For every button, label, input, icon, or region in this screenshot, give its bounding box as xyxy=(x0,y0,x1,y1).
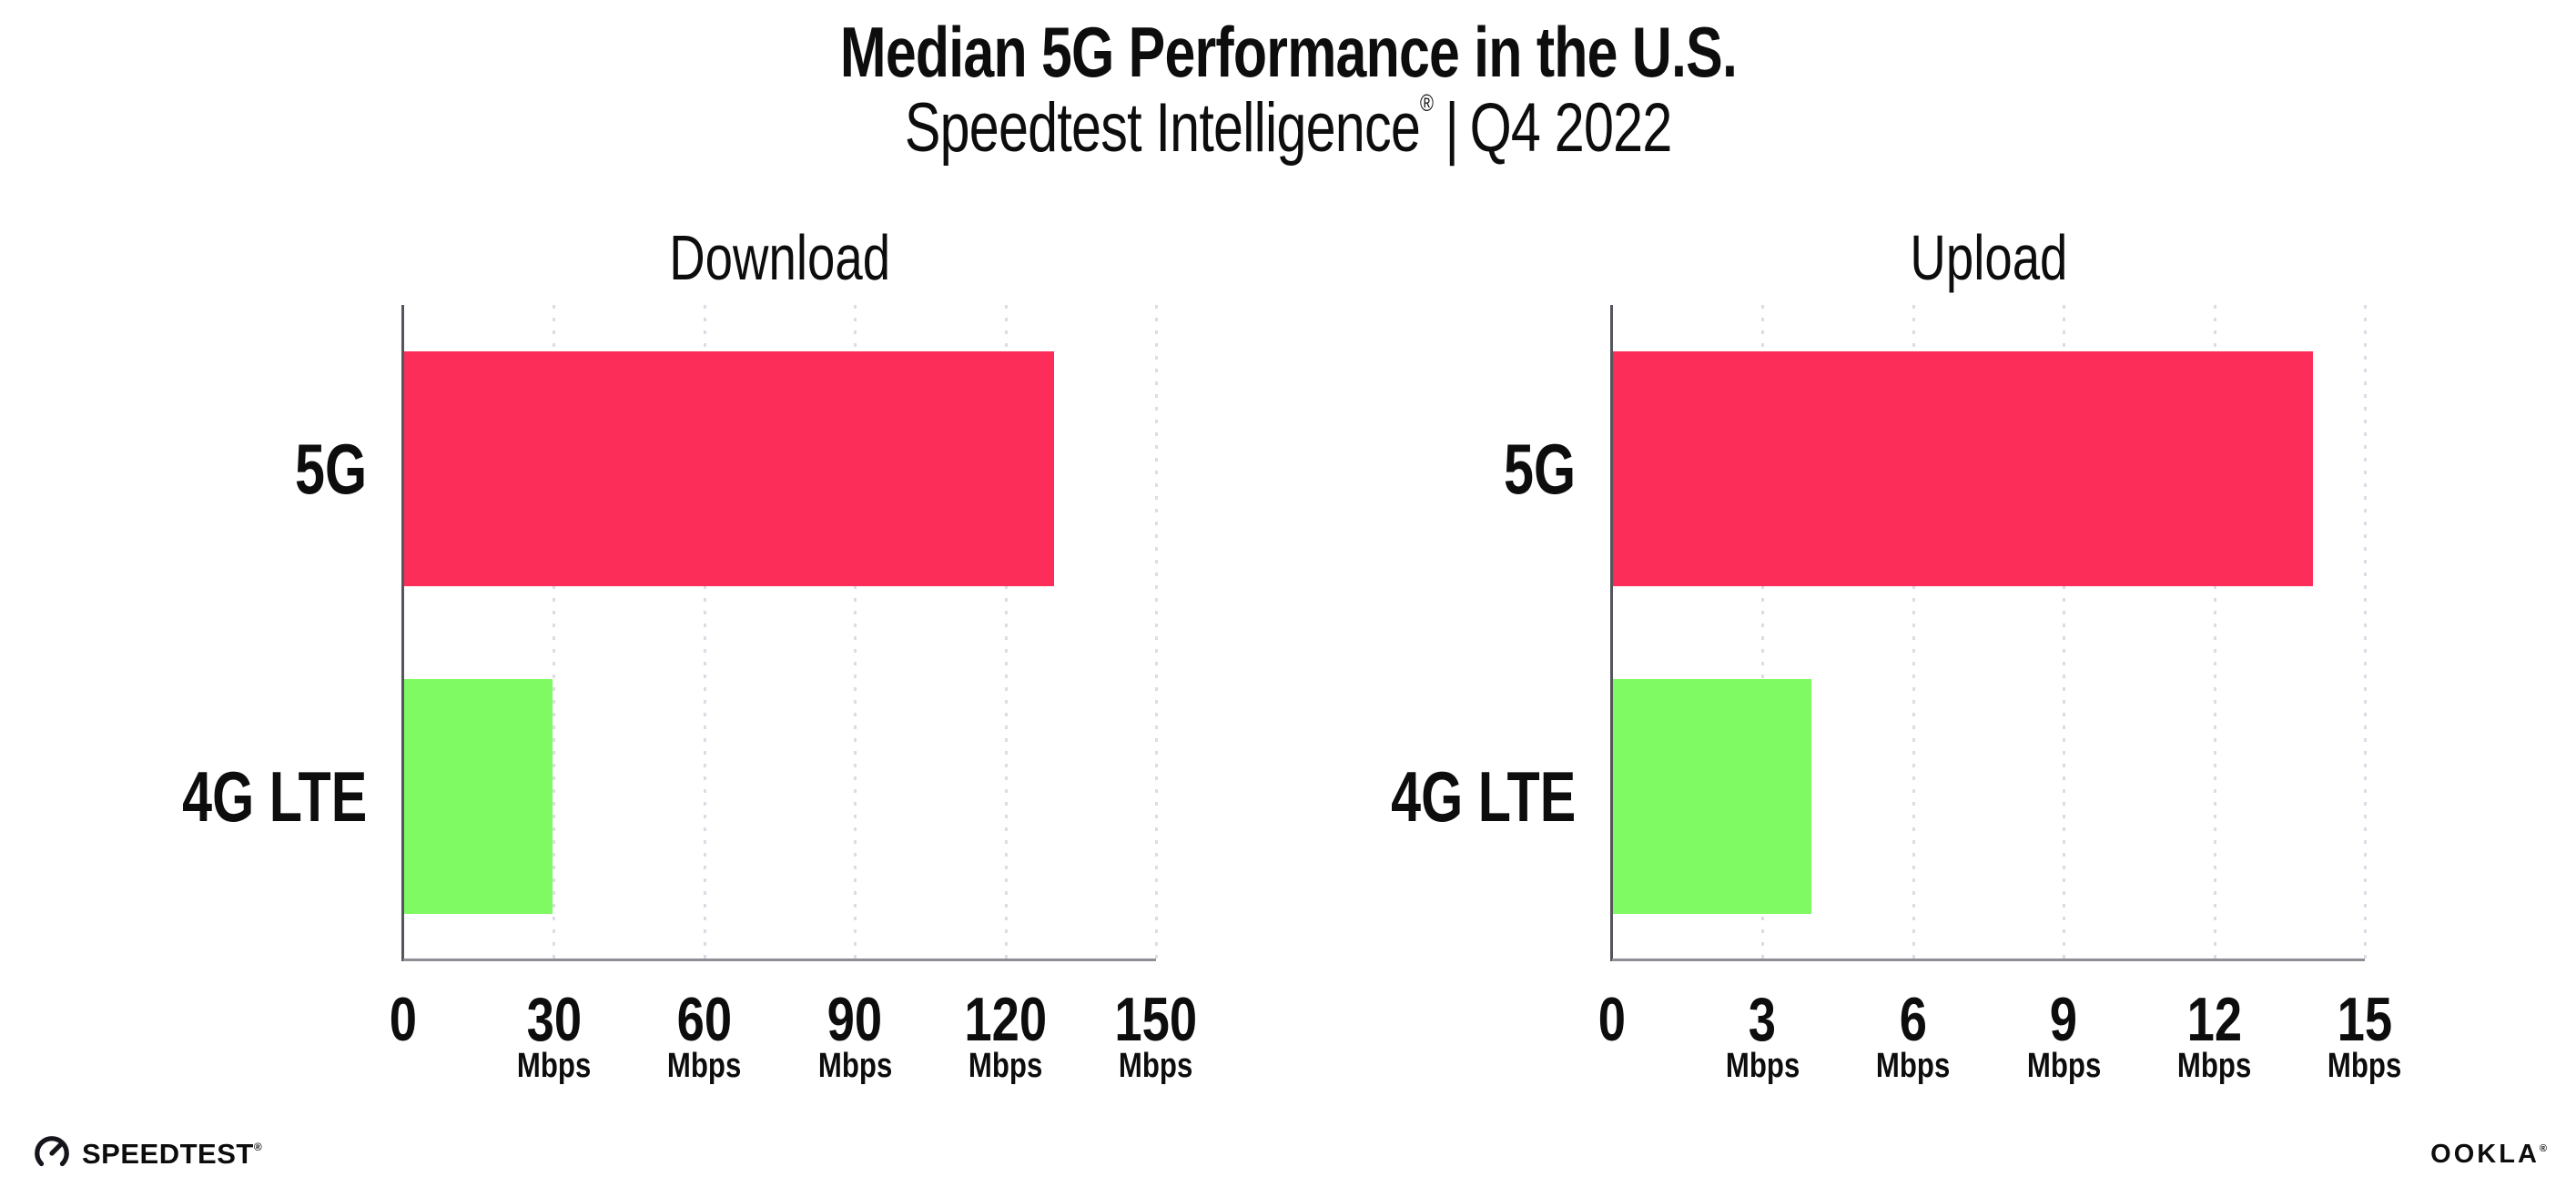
registered-trademark-icon: ® xyxy=(1419,89,1434,117)
page-title: Median 5G Performance in the U.S. xyxy=(0,16,2576,87)
x-tick-label-text: 120 xyxy=(964,985,1047,1054)
category-label-4g-lte-text: 4G LTE xyxy=(181,756,367,837)
y-axis xyxy=(401,305,404,961)
x-tick-unit-label: Mbps xyxy=(906,1049,1106,1083)
bar-5g xyxy=(403,351,1055,586)
category-label-4g-lte: 4G LTE xyxy=(1193,679,1576,914)
gridline xyxy=(2364,305,2367,959)
x-tick-label: 90 xyxy=(755,989,955,1050)
ookla-logo: OOKLA® xyxy=(2430,1141,2547,1168)
x-tick-unit-label: Mbps xyxy=(2265,1049,2465,1083)
y-axis xyxy=(1610,305,1613,961)
x-axis xyxy=(403,959,1156,961)
x-tick-unit-label-text: Mbps xyxy=(968,1047,1043,1085)
speedtest-gauge-icon xyxy=(35,1136,69,1171)
x-tick-unit-label: Mbps xyxy=(604,1049,805,1083)
x-tick-unit-label-text: Mbps xyxy=(2026,1047,2101,1085)
x-axis xyxy=(1612,959,2365,961)
x-tick-unit-label: Mbps xyxy=(2115,1049,2315,1083)
x-tick-label: 3 xyxy=(1662,989,1862,1050)
gridline xyxy=(703,305,706,959)
x-tick-label-text: 90 xyxy=(827,985,883,1054)
x-tick-unit-label-text: Mbps xyxy=(817,1047,892,1085)
x-tick-label-text: 30 xyxy=(526,985,582,1054)
x-tick-label-text: 6 xyxy=(1899,985,1927,1054)
gridline xyxy=(1912,305,1915,959)
x-tick-label: 15 xyxy=(2265,989,2465,1050)
x-tick-unit-label-text: Mbps xyxy=(667,1047,742,1085)
ookla-trademark-icon: ® xyxy=(2539,1143,2547,1154)
speedtest-wordmark-text: SPEEDTEST xyxy=(82,1137,254,1170)
gridline xyxy=(2063,305,2066,959)
x-tick-label: 9 xyxy=(1963,989,2164,1050)
x-tick-label: 30 xyxy=(453,989,654,1050)
category-label-4g-lte: 4G LTE xyxy=(0,679,367,914)
x-tick-label: 150 xyxy=(1056,989,1256,1050)
ookla-wordmark-text: OOKLA xyxy=(2430,1140,2540,1169)
x-tick-label-text: 15 xyxy=(2337,985,2393,1054)
download-chart-title: Download xyxy=(403,226,1156,289)
x-tick-label-text: 9 xyxy=(2050,985,2078,1054)
category-label-5g-text: 5G xyxy=(294,429,367,509)
x-tick-label: 0 xyxy=(1512,989,1712,1050)
x-tick-unit-label: Mbps xyxy=(1056,1049,1256,1083)
gridline xyxy=(2213,305,2216,959)
page-title-text: Median 5G Performance in the U.S. xyxy=(839,12,1737,92)
x-tick-unit-label-text: Mbps xyxy=(2176,1047,2252,1085)
speedtest-trademark-icon: ® xyxy=(253,1140,263,1153)
x-tick-unit-label: Mbps xyxy=(453,1049,654,1083)
x-tick-unit-label-text: Mbps xyxy=(2328,1047,2402,1085)
x-tick-unit-label-text: Mbps xyxy=(1119,1047,1193,1085)
bar-4g-lte xyxy=(1612,679,1812,914)
subtitle-period: Q4 2022 xyxy=(1469,89,1672,167)
x-tick-label-text: 3 xyxy=(1749,985,1777,1054)
page-subtitle-text: Speedtest Intelligence® | Q4 2022 xyxy=(905,91,1672,163)
x-tick-label-text: 0 xyxy=(1597,985,1627,1054)
x-tick-label: 12 xyxy=(2115,989,2315,1050)
x-tick-unit-label: Mbps xyxy=(755,1049,955,1083)
category-label-5g: 5G xyxy=(1193,351,1576,586)
x-tick-label-text: 60 xyxy=(676,985,733,1054)
bar-4g-lte xyxy=(403,679,553,914)
x-tick-unit-label: Mbps xyxy=(1963,1049,2164,1083)
x-tick-label-text: 0 xyxy=(389,985,418,1054)
x-tick-unit-label: Mbps xyxy=(1813,1049,2013,1083)
gridline xyxy=(854,305,857,959)
x-tick-label: 6 xyxy=(1813,989,2013,1050)
subtitle-separator: | xyxy=(1445,89,1458,167)
gridline xyxy=(1004,305,1008,959)
category-label-5g: 5G xyxy=(0,351,367,586)
subtitle-brand: Speedtest Intelligence xyxy=(904,89,1421,167)
category-label-5g-text: 5G xyxy=(1503,429,1576,509)
upload-chart-title-text: Upload xyxy=(1909,222,2068,293)
speedtest-logo: SPEEDTEST® xyxy=(33,1134,262,1172)
x-tick-label-text: 150 xyxy=(1114,985,1198,1054)
x-tick-unit-label-text: Mbps xyxy=(1876,1047,1951,1085)
speedtest-wordmark: SPEEDTEST® xyxy=(82,1140,262,1168)
upload-chart-title: Upload xyxy=(1612,226,2365,289)
category-label-4g-lte-text: 4G LTE xyxy=(1390,756,1576,837)
x-tick-label: 0 xyxy=(303,989,503,1050)
download-chart-title-text: Download xyxy=(669,222,890,293)
page-subtitle: Speedtest Intelligence® | Q4 2022 xyxy=(0,91,2576,163)
x-tick-label: 120 xyxy=(906,989,1106,1050)
gridline xyxy=(1761,305,1765,959)
x-tick-label: 60 xyxy=(604,989,805,1050)
bar-5g xyxy=(1612,351,2313,586)
x-tick-label-text: 12 xyxy=(2186,985,2242,1054)
gridline xyxy=(553,305,556,959)
x-tick-unit-label-text: Mbps xyxy=(1725,1047,1800,1085)
x-tick-unit-label: Mbps xyxy=(1662,1049,1862,1083)
gridline xyxy=(1155,305,1158,959)
x-tick-unit-label-text: Mbps xyxy=(516,1047,592,1085)
